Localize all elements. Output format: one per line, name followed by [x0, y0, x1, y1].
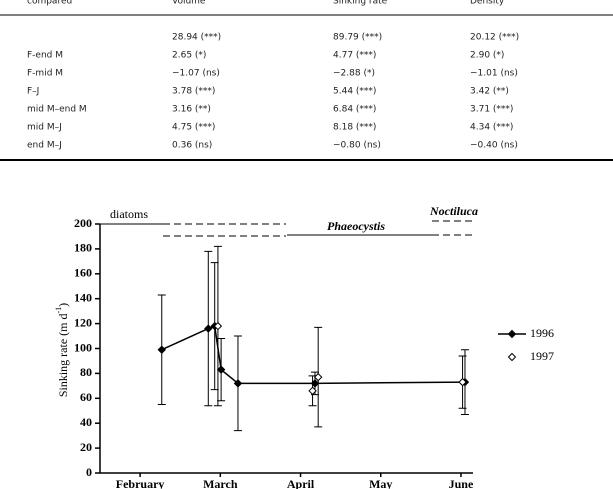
y-tick-label: 180: [74, 241, 92, 255]
table-header: compared: [27, 0, 72, 7]
annotation: Noctiluca: [429, 204, 478, 218]
y-tick-label: 60: [80, 390, 92, 404]
y-tick-label: 20: [80, 440, 92, 454]
table-cell: 0.36 (ns): [172, 141, 212, 151]
table-cell: −2.88 (*): [333, 69, 375, 79]
table-cell: 4.34 (***): [470, 123, 513, 133]
point: [216, 365, 226, 374]
y-tick-label: 40: [80, 415, 92, 429]
legend-marker: [507, 329, 517, 339]
y-tick-label: 0: [86, 465, 92, 479]
table-cell: 4.75 (***): [172, 123, 215, 133]
y-tick-label: 80: [80, 365, 92, 379]
y-tick-label: 200: [74, 216, 92, 230]
table-cell: 6.84 (***): [333, 105, 376, 115]
point: [308, 386, 317, 396]
x-tick-label: May: [369, 477, 392, 489]
y-tick-label: 100: [74, 340, 92, 354]
y-axis-label: Sinking rate (m d-1): [54, 303, 70, 397]
table-cell: 4.77 (***): [333, 51, 376, 61]
table-cell: −0.80 (ns): [333, 141, 381, 151]
point: [204, 324, 213, 333]
table-cell: −1.07 (ns): [172, 69, 220, 79]
annotation: diatoms: [110, 207, 148, 221]
table-cell: 28.94 (***): [172, 33, 221, 43]
x-tick-label: March: [203, 477, 238, 489]
table-cell: −1.01 (ns): [470, 69, 518, 79]
y-tick-label: 140: [74, 290, 92, 304]
table-header: Density: [470, 0, 505, 7]
point: [213, 321, 223, 331]
table-cell: 3.16 (**): [172, 105, 211, 115]
table-cell: 5.44 (***): [333, 87, 376, 97]
table-cell: F-end M: [27, 51, 63, 61]
table-cell: F–J: [27, 87, 39, 97]
annotation: Phaeocystis: [327, 219, 385, 233]
table-cell: mid M–J: [27, 123, 62, 133]
annotations: diatoms Phaeocystis Noctiluca: [100, 204, 478, 237]
legend-label: 1996: [530, 326, 554, 340]
y-tick-label: 120: [74, 315, 92, 329]
table-header: Sinking rate: [333, 0, 388, 7]
x-tick-label: April: [287, 477, 315, 489]
table-cell: −0.40 (ns): [470, 141, 518, 151]
table-cell: end M–J: [27, 141, 62, 151]
series-line: [161, 325, 465, 385]
table-header: Volume: [172, 0, 206, 7]
legend-marker: [507, 352, 517, 362]
table-cell: 3.42 (**): [470, 87, 509, 97]
table-cell: 2.65 (*): [172, 51, 206, 61]
x-tick-label: June: [449, 477, 474, 489]
point: [233, 379, 243, 388]
legend-label: 1997: [530, 349, 554, 363]
chart: 0 20 40 60 80 100 120 140 160 180 200 February March…: [74, 216, 554, 489]
x-tick-label: February: [116, 477, 165, 489]
point: [313, 372, 323, 382]
table-cell: 3.71 (***): [470, 105, 513, 115]
table-cell: 20.12 (***): [470, 33, 519, 43]
point: [458, 377, 467, 387]
table-cell: 3.78 (***): [172, 87, 215, 97]
y-tick-label: 160: [74, 266, 92, 280]
table-cell: mid M–end M: [27, 105, 87, 115]
table-cell: 2.90 (*): [470, 51, 504, 61]
table-cell: F-mid M: [27, 69, 63, 79]
table: compared Volume Sinking rate Density 28.94 (…: [27, 0, 519, 151]
table-cell: 89.79 (***): [333, 33, 382, 43]
point: [157, 345, 166, 354]
table-cell: 8.18 (***): [333, 123, 376, 133]
